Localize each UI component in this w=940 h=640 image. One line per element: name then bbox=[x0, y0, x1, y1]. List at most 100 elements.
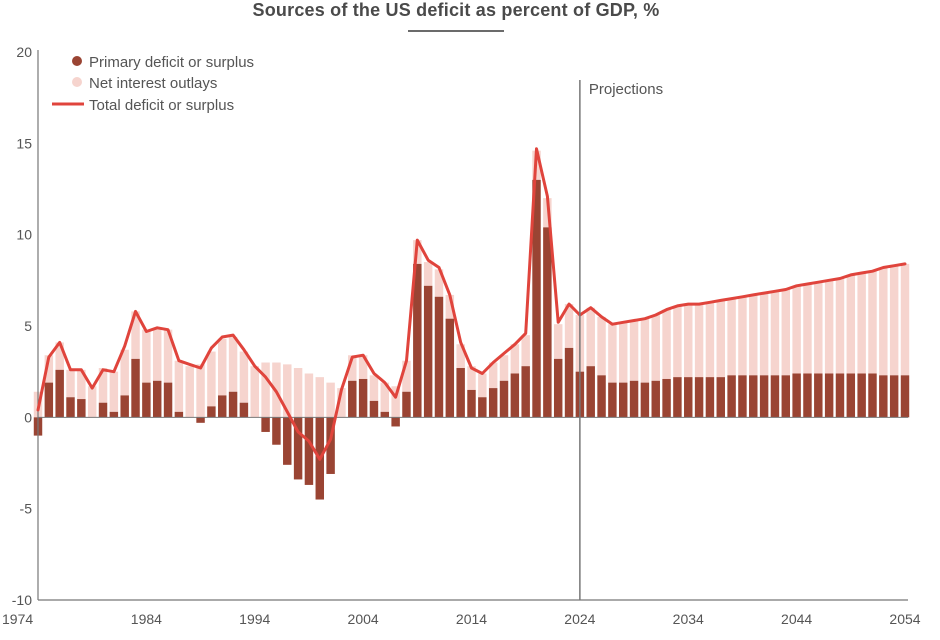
legend-interest-label: Net interest outlays bbox=[89, 75, 217, 92]
interest-bar-2003 bbox=[348, 355, 357, 381]
primary-bar-2014 bbox=[467, 389, 476, 418]
primary-bar-2028 bbox=[618, 382, 628, 418]
primary-bar-2048 bbox=[835, 373, 845, 418]
interest-bar-2033 bbox=[673, 305, 682, 378]
primary-bar-2018 bbox=[510, 373, 520, 418]
primary-bar-2011 bbox=[434, 296, 444, 418]
title-underline bbox=[408, 30, 504, 32]
interest-bar-2041 bbox=[759, 293, 769, 376]
y-tick-label: -5 bbox=[20, 501, 33, 517]
primary-bar-1990 bbox=[207, 406, 216, 418]
legend-primary-label: Primary deficit or surplus bbox=[89, 54, 254, 71]
primary-bar-2031 bbox=[651, 380, 660, 418]
interest-bar-2050 bbox=[857, 273, 866, 374]
interest-bar-1982 bbox=[120, 349, 129, 396]
interest-bar-1979 bbox=[87, 386, 97, 418]
interest-bar-2006 bbox=[380, 382, 390, 412]
projections-label: Projections bbox=[589, 81, 663, 98]
interest-bar-1977 bbox=[66, 369, 75, 398]
interest-bar-2029 bbox=[629, 320, 639, 381]
interest-bar-1995 bbox=[261, 362, 270, 418]
interest-bar-1975 bbox=[44, 355, 54, 383]
interest-bar-1998 bbox=[293, 368, 303, 418]
interest-bar-2018 bbox=[510, 344, 520, 374]
interest-bar-2012 bbox=[445, 294, 455, 319]
primary-bar-2027 bbox=[608, 382, 617, 418]
primary-bar-2007 bbox=[391, 417, 400, 427]
primary-bar-2046 bbox=[814, 373, 823, 418]
y-tick-label: 15 bbox=[16, 135, 32, 151]
primary-bar-2003 bbox=[348, 380, 357, 418]
interest-bar-2019 bbox=[521, 335, 530, 367]
primary-bar-1987 bbox=[174, 411, 184, 418]
x-tick-label: 1994 bbox=[239, 611, 270, 627]
interest-bar-2028 bbox=[618, 322, 628, 383]
interest-bar-2008 bbox=[402, 360, 411, 392]
x-tick-label: 2004 bbox=[348, 611, 379, 627]
interest-bar-1983 bbox=[131, 311, 140, 359]
interest-bar-2051 bbox=[868, 271, 877, 374]
primary-bar-2051 bbox=[868, 373, 877, 418]
primary-bar-1975 bbox=[44, 382, 54, 418]
interest-bar-2002 bbox=[337, 388, 346, 418]
primary-bar-1989 bbox=[196, 417, 205, 423]
interest-bar-2011 bbox=[434, 269, 444, 297]
y-tick-label: 20 bbox=[16, 44, 32, 60]
interest-bar-2032 bbox=[662, 309, 671, 379]
primary-bar-1983 bbox=[131, 358, 140, 418]
interest-bar-2005 bbox=[369, 375, 379, 401]
primary-bar-2040 bbox=[749, 375, 758, 418]
primary-bar-2008 bbox=[402, 391, 411, 418]
interest-bar-2034 bbox=[684, 304, 693, 378]
primary-bar-2010 bbox=[423, 285, 433, 418]
interest-bar-1986 bbox=[163, 329, 173, 383]
interest-bar-2038 bbox=[727, 298, 736, 376]
interest-bar-2026 bbox=[597, 316, 606, 376]
interest-bar-1981 bbox=[109, 371, 119, 412]
interest-bar-2037 bbox=[716, 300, 725, 378]
primary-bar-1999 bbox=[304, 417, 314, 485]
y-tick-label: 10 bbox=[16, 227, 32, 243]
primary-bar-2005 bbox=[369, 400, 379, 418]
primary-bar-2020 bbox=[532, 179, 541, 418]
interest-bar-1992 bbox=[228, 336, 238, 392]
interest-bar-1997 bbox=[283, 364, 292, 418]
primary-bar-2052 bbox=[879, 375, 888, 418]
primary-bar-2049 bbox=[846, 373, 856, 418]
primary-bar-2043 bbox=[781, 375, 791, 418]
primary-bar-2016 bbox=[488, 388, 498, 418]
projection-group: Projections bbox=[579, 80, 663, 600]
interest-bar-2044 bbox=[792, 285, 801, 374]
x-tick-label: 2044 bbox=[781, 611, 812, 627]
x-tick-label: 2034 bbox=[673, 611, 704, 627]
y-tick-label: 5 bbox=[24, 318, 32, 334]
axes bbox=[37, 50, 908, 601]
total-deficit-line bbox=[36, 147, 907, 461]
interest-bar-1989 bbox=[196, 364, 205, 418]
interest-bar-1987 bbox=[174, 360, 184, 412]
interest-bar-2040 bbox=[749, 294, 758, 376]
interest-bar-2054 bbox=[900, 263, 910, 376]
interest-bar-2007 bbox=[391, 386, 400, 418]
interest-bar-2017 bbox=[499, 355, 509, 381]
primary-bar-2034 bbox=[684, 377, 693, 418]
primary-bar-2045 bbox=[803, 373, 812, 418]
primary-bar-2041 bbox=[759, 375, 769, 418]
primary-bar-2019 bbox=[521, 366, 530, 418]
primary-bar-2038 bbox=[727, 375, 736, 418]
primary-bar-1984 bbox=[142, 382, 151, 418]
interest-bar-2022 bbox=[553, 324, 563, 359]
primary-bar-2029 bbox=[629, 380, 639, 418]
primary-bar-1996 bbox=[272, 417, 281, 445]
x-tick-label: 2014 bbox=[456, 611, 487, 627]
primary-bar-2033 bbox=[673, 377, 682, 418]
primary-bar-2032 bbox=[662, 378, 671, 418]
interest-bar-1985 bbox=[152, 327, 162, 381]
primary-bar-1978 bbox=[77, 399, 86, 418]
legend-primary-swatch bbox=[72, 56, 82, 66]
interest-bar-2043 bbox=[781, 289, 791, 376]
interest-bar-2027 bbox=[608, 324, 617, 383]
primary-bar-2039 bbox=[738, 375, 747, 418]
primary-bar-1985 bbox=[152, 380, 162, 418]
